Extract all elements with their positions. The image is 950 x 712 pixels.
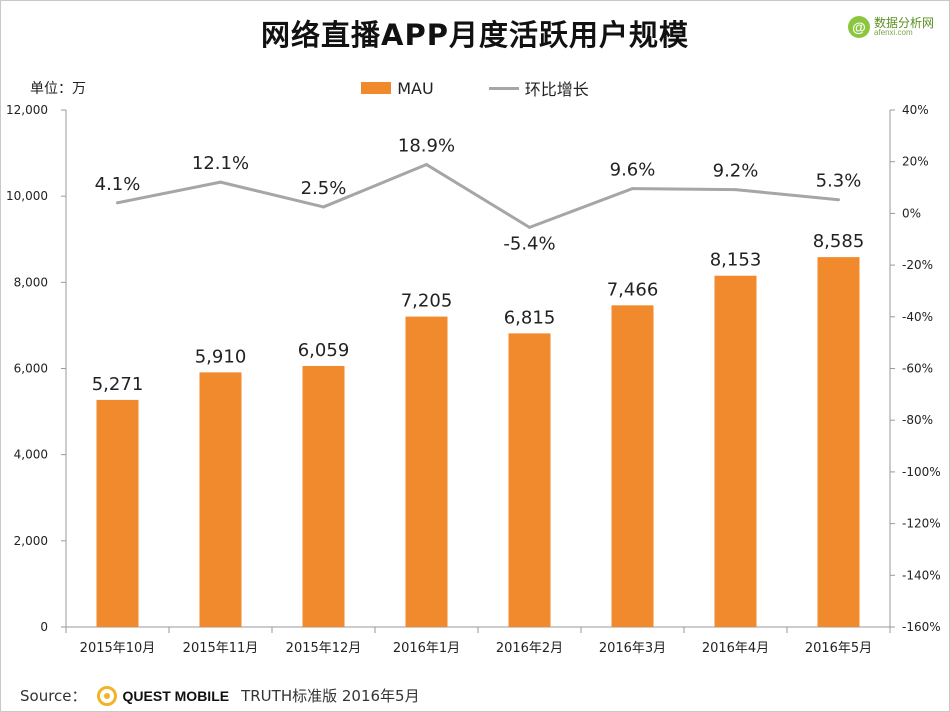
bar-mau [96, 399, 139, 627]
bar-mau [611, 305, 654, 627]
line-growth-point [528, 225, 531, 229]
watermark-text: 数据分析网 afenxi.com [874, 17, 934, 37]
x-tick-label: 2016年5月 [805, 641, 872, 656]
line-growth-point [734, 188, 737, 192]
line-growth-series [117, 163, 839, 229]
bar-value-label: 8,153 [710, 250, 762, 271]
y-left-tick-label: 0 [40, 620, 48, 634]
line-growth-point [322, 205, 325, 209]
legend-item-mau: MAU [361, 76, 434, 100]
y-left-tick-label: 12,000 [6, 103, 48, 117]
bar-value-label: 6,059 [298, 340, 350, 361]
bar-value-label: 7,466 [607, 279, 659, 300]
line-growth-point [425, 163, 428, 167]
y-right-tick-label: -100% [902, 465, 941, 479]
line-growth-point [631, 187, 634, 191]
line-growth-point [116, 201, 119, 205]
y-right-tick-label: -140% [902, 568, 941, 582]
x-tick-label: 2016年4月 [702, 641, 769, 656]
line-value-label: 18.9% [398, 136, 455, 157]
source-text: TRUTH标准版 2016年5月 [241, 687, 420, 705]
y-left-tick-label: 6,000 [14, 362, 48, 376]
y-right-tick-label: -160% [902, 620, 941, 634]
y-right-tick-label: -20% [902, 258, 933, 272]
bar-mau [199, 372, 242, 627]
x-tick-label: 2015年11月 [183, 641, 259, 656]
at-icon: @ [847, 16, 870, 38]
line-value-label: 9.6% [610, 160, 656, 181]
line-value-label: 4.1% [95, 174, 141, 195]
legend-item-growth: 环比增长 [488, 76, 589, 100]
bar-value-label: 8,585 [813, 231, 865, 252]
line-value-label: 9.2% [713, 161, 759, 182]
legend: MAU 环比增长 [0, 76, 950, 100]
source-brand: QUEST MOBILE [122, 687, 230, 704]
bar-mau [817, 257, 860, 627]
y-left-tick-label: 8,000 [14, 275, 48, 289]
y-right-tick-label: 40% [902, 103, 929, 117]
line-value-label: 5.3% [816, 171, 862, 192]
bar-mau [714, 275, 757, 627]
y-left-tick-label: 10,000 [6, 189, 48, 203]
bar-mau [405, 316, 448, 627]
line-growth-point [837, 198, 840, 202]
chart-title: 网络直播APP月度活跃用户规模 [261, 18, 689, 52]
line-value-label: -5.4% [503, 233, 555, 254]
x-tick-label: 2015年12月 [286, 641, 362, 656]
y-right-tick-label: -80% [902, 413, 933, 427]
legend-label-growth: 环比增长 [524, 80, 589, 99]
y-right-tick-label: 0% [902, 206, 921, 220]
y-right-tick-label: -60% [902, 362, 933, 376]
source-label: Source： [20, 687, 87, 705]
bar-value-label: 6,815 [504, 307, 556, 328]
y-right-tick-label: 20% [902, 155, 929, 169]
quest-mobile-logo-icon [96, 685, 117, 706]
bar-value-label: 7,205 [401, 291, 453, 312]
legend-label-mau: MAU [397, 78, 434, 98]
line-value-label: 2.5% [301, 178, 347, 199]
watermark-name: 数据分析网 [873, 16, 934, 30]
watermark: @ 数据分析网 afenxi.com [847, 16, 934, 38]
x-tick-label: 2016年1月 [393, 641, 460, 656]
line-value-label: 12.1% [192, 153, 249, 174]
bar-mau [508, 333, 551, 627]
line-growth-point [219, 180, 222, 184]
y-right-tick-label: -120% [902, 517, 941, 531]
unit-label: 单位：万 [30, 81, 86, 97]
x-tick-label: 2016年3月 [599, 641, 666, 656]
x-tick-label: 2015年10月 [80, 641, 156, 656]
y-left-tick-label: 2,000 [14, 534, 48, 548]
watermark-url: afenxi.com [873, 28, 913, 37]
legend-swatch-line [488, 86, 519, 90]
source-line: Source： QUEST MOBILE TRUTH标准版 2016年5月 [20, 685, 420, 706]
y-right-tick-label: -40% [902, 310, 933, 324]
x-tick-label: 2016年2月 [496, 641, 563, 656]
bar-value-label: 5,271 [92, 374, 144, 395]
bar-mau [302, 365, 345, 627]
y-left-tick-label: 4,000 [14, 448, 48, 462]
bar-value-label: 5,910 [195, 346, 247, 367]
legend-swatch-bar [361, 82, 392, 94]
